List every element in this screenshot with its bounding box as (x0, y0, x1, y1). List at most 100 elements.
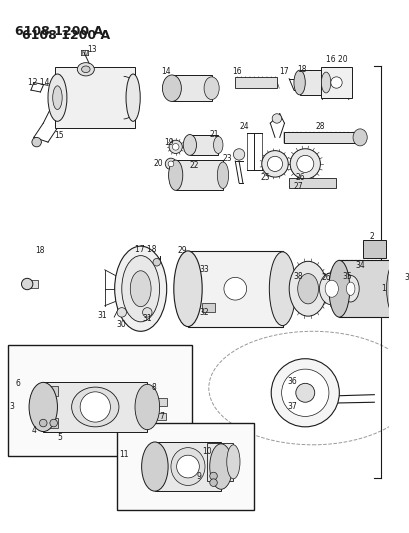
Bar (299, 70, 325, 95)
Text: 20: 20 (153, 159, 163, 168)
Circle shape (223, 277, 246, 300)
Bar (202, 303, 215, 312)
Ellipse shape (269, 252, 295, 326)
Circle shape (233, 149, 244, 160)
Ellipse shape (171, 448, 204, 486)
Text: 4: 4 (31, 426, 36, 435)
Circle shape (295, 383, 314, 402)
Ellipse shape (135, 384, 159, 430)
Ellipse shape (281, 369, 328, 416)
Ellipse shape (115, 246, 166, 332)
Ellipse shape (183, 134, 196, 155)
Text: 6108 1200 A: 6108 1200 A (22, 29, 110, 42)
Bar (182, 260, 189, 276)
Text: 33: 33 (199, 265, 209, 274)
Text: 35: 35 (403, 273, 409, 282)
Ellipse shape (271, 359, 339, 427)
Circle shape (142, 308, 152, 317)
Text: 12 14: 12 14 (28, 78, 49, 87)
Bar (189, 134, 218, 155)
Text: 28: 28 (315, 122, 324, 131)
Ellipse shape (399, 270, 409, 308)
Text: 35: 35 (341, 272, 351, 281)
Bar (362, 240, 385, 257)
Text: 26: 26 (295, 173, 305, 182)
Ellipse shape (261, 151, 288, 177)
Text: 16 20: 16 20 (325, 55, 346, 64)
Circle shape (80, 392, 110, 422)
Circle shape (176, 455, 199, 478)
Circle shape (153, 259, 160, 266)
Bar (175, 160, 222, 190)
Ellipse shape (290, 149, 319, 179)
Text: 25: 25 (260, 173, 270, 182)
Bar (116, 423, 253, 510)
Text: 19: 19 (164, 138, 173, 147)
Text: 27: 27 (293, 182, 303, 191)
Text: 38: 38 (293, 272, 303, 281)
Text: 13: 13 (88, 45, 97, 54)
Ellipse shape (324, 280, 337, 297)
Text: 16: 16 (232, 67, 241, 76)
Bar (38, 386, 58, 395)
Text: 37: 37 (286, 402, 296, 411)
Bar (234, 77, 277, 88)
Circle shape (330, 77, 342, 88)
Ellipse shape (319, 273, 343, 305)
Ellipse shape (169, 140, 182, 154)
Circle shape (50, 419, 57, 427)
Bar (155, 442, 220, 491)
Bar (288, 178, 336, 188)
Bar (207, 443, 233, 481)
Ellipse shape (267, 156, 282, 172)
Text: 6: 6 (15, 379, 20, 388)
Circle shape (39, 419, 47, 427)
Text: 30: 30 (117, 320, 126, 329)
Text: 21: 21 (209, 130, 219, 139)
Text: 17: 17 (279, 67, 289, 76)
Text: 2: 2 (368, 232, 373, 241)
Ellipse shape (173, 251, 202, 327)
Ellipse shape (172, 143, 179, 150)
Text: 36: 36 (286, 377, 296, 386)
Ellipse shape (204, 77, 219, 100)
Text: 17 18: 17 18 (134, 245, 156, 254)
Text: 34: 34 (354, 261, 364, 270)
Text: 29: 29 (177, 246, 187, 255)
Text: 15: 15 (54, 131, 64, 140)
Ellipse shape (288, 261, 326, 316)
Text: 6108 1200 A: 6108 1200 A (15, 25, 103, 38)
Ellipse shape (342, 276, 358, 302)
Bar (156, 413, 166, 420)
Ellipse shape (29, 382, 57, 432)
Ellipse shape (226, 445, 239, 479)
Text: 3: 3 (9, 401, 14, 410)
Ellipse shape (72, 387, 119, 427)
Bar (38, 418, 58, 428)
Text: 9: 9 (196, 472, 201, 481)
Text: 23: 23 (222, 154, 232, 163)
Ellipse shape (77, 63, 94, 76)
Ellipse shape (321, 72, 330, 93)
Ellipse shape (386, 261, 405, 316)
Bar (8, 344, 192, 456)
Ellipse shape (297, 273, 318, 304)
Bar (284, 132, 359, 143)
Bar (339, 260, 395, 317)
Ellipse shape (328, 260, 349, 317)
Ellipse shape (48, 74, 67, 122)
Ellipse shape (121, 256, 159, 322)
Text: 26: 26 (321, 273, 330, 282)
Text: 8: 8 (151, 383, 156, 392)
Circle shape (32, 138, 41, 147)
Ellipse shape (408, 273, 409, 304)
Bar (155, 399, 167, 406)
Text: 11: 11 (119, 450, 128, 459)
Text: 32: 32 (199, 308, 208, 317)
Ellipse shape (209, 444, 232, 489)
Text: 18: 18 (36, 246, 45, 255)
Bar (55, 67, 135, 128)
Circle shape (21, 278, 33, 289)
Circle shape (117, 308, 126, 317)
Text: 1: 1 (380, 284, 385, 293)
